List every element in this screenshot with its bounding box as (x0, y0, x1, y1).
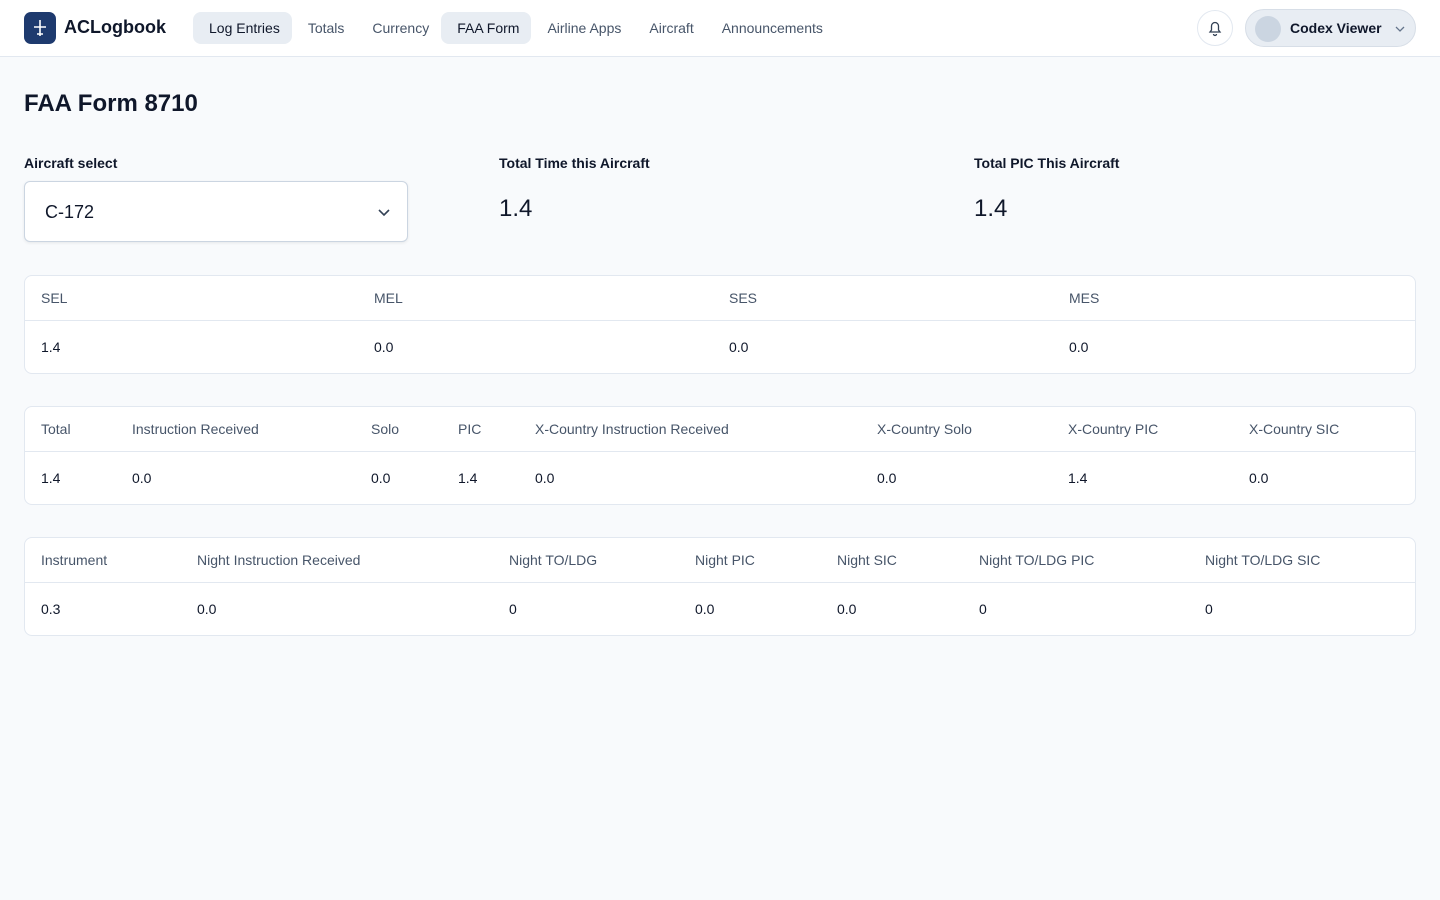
column-header: Night TO/LDG SIC (1205, 552, 1321, 568)
cell: 1.4 (41, 339, 61, 355)
nav-link[interactable]: Totals (307, 20, 345, 36)
column-header: Solo (371, 421, 400, 437)
nav-link[interactable]: Log Entries (193, 12, 292, 44)
stat-label: Total Time this Aircraft (499, 155, 650, 171)
row-divider (25, 582, 1415, 583)
chevron (378, 209, 390, 217)
stat-label: Total PIC This Aircraft (974, 155, 1120, 171)
column-header: Night SIC (837, 552, 897, 568)
notifications-button[interactable] (1197, 10, 1233, 46)
cell: 0.0 (729, 339, 749, 355)
nav: Log Entries Totals Currency FAA Form Airline… (193, 12, 835, 44)
cell: 0.0 (535, 470, 555, 486)
cell: 0 (1205, 601, 1213, 617)
column-header: X-Country SIC (1249, 421, 1340, 437)
nav-link[interactable]: FAA Form (441, 12, 532, 44)
logo[interactable] (24, 12, 56, 44)
bell-icon (1208, 21, 1222, 37)
cell: 0.0 (1069, 339, 1089, 355)
column-header: X-Country Instruction Received (535, 421, 729, 437)
cell: 0.0 (197, 601, 217, 617)
cell: 0.0 (374, 339, 394, 355)
cell: 0.3 (41, 601, 61, 617)
cell: 0.0 (1249, 470, 1269, 486)
column-header: X-Country PIC (1068, 421, 1159, 437)
column-header: MEL (374, 290, 403, 306)
column-header: SES (729, 290, 758, 306)
data-table: Instrument Night Instruction Received Nigh… (24, 537, 1416, 636)
header-row: SEL MEL SES MES (41, 276, 1415, 320)
chevron (1395, 26, 1405, 32)
cell: 1.4 (458, 470, 478, 486)
stat-value: 1.4 (974, 195, 1008, 222)
field-label: Aircraft select (24, 155, 118, 171)
row-divider (25, 320, 1415, 321)
data-table: SEL MEL SES MES 1.4 0.0 0.0 0.0 (24, 275, 1416, 374)
cell: 0.0 (877, 470, 897, 486)
body-row: 1.4 0.0 0.0 1.4 0.0 0.0 1.4 0.0 (41, 452, 1415, 504)
column-header: Instruction Received (132, 421, 259, 437)
nav-link[interactable]: Airline Apps (547, 20, 622, 36)
cell: 0 (509, 601, 517, 617)
cell: 0.0 (837, 601, 857, 617)
cell: 0.0 (132, 470, 152, 486)
body-row: 0.3 0.0 0 0.0 0.0 0 0 (41, 583, 1415, 635)
aircraft-select[interactable]: C-172 (24, 181, 408, 242)
cell: 0.0 (371, 470, 391, 486)
column-header: Night TO/LDG PIC (979, 552, 1095, 568)
column-header: Instrument (41, 552, 108, 568)
top-bar: ACLogbook Log Entries Totals Currency FAA F… (0, 0, 1440, 57)
cell: 1.4 (1068, 470, 1088, 486)
logo-icon (34, 20, 46, 36)
nav-link[interactable]: Announcements (721, 20, 823, 36)
nav-link[interactable]: Currency (372, 20, 430, 36)
cell: 0 (979, 601, 987, 617)
body-row: 1.4 0.0 0.0 0.0 (41, 321, 1415, 373)
cell: 0.0 (695, 601, 715, 617)
column-header: SEL (41, 290, 68, 306)
header-row: Total Instruction Received Solo PIC X-Countr… (41, 407, 1415, 451)
column-header: Total (41, 421, 71, 437)
row-divider (25, 451, 1415, 452)
select-value: C-172 (45, 202, 95, 222)
page-title: FAA Form 8710 (24, 90, 198, 117)
user-menu[interactable]: Codex Viewer (1245, 9, 1416, 47)
cell: 1.4 (41, 470, 61, 486)
nav-link[interactable]: Aircraft (649, 20, 694, 36)
data-table: Total Instruction Received Solo PIC X-Countr… (24, 406, 1416, 505)
column-header: MES (1069, 290, 1100, 306)
user-name: Codex Viewer (1290, 20, 1382, 36)
column-header: Night PIC (695, 552, 755, 568)
column-header: X-Country Solo (877, 421, 972, 437)
column-header: PIC (458, 421, 482, 437)
column-header: Night Instruction Received (197, 552, 361, 568)
brand[interactable]: ACLogbook (64, 17, 166, 37)
column-header: Night TO/LDG (509, 552, 598, 568)
header-row: Instrument Night Instruction Received Nigh… (41, 538, 1415, 582)
stat-value: 1.4 (499, 195, 533, 222)
avatar (1255, 16, 1281, 42)
